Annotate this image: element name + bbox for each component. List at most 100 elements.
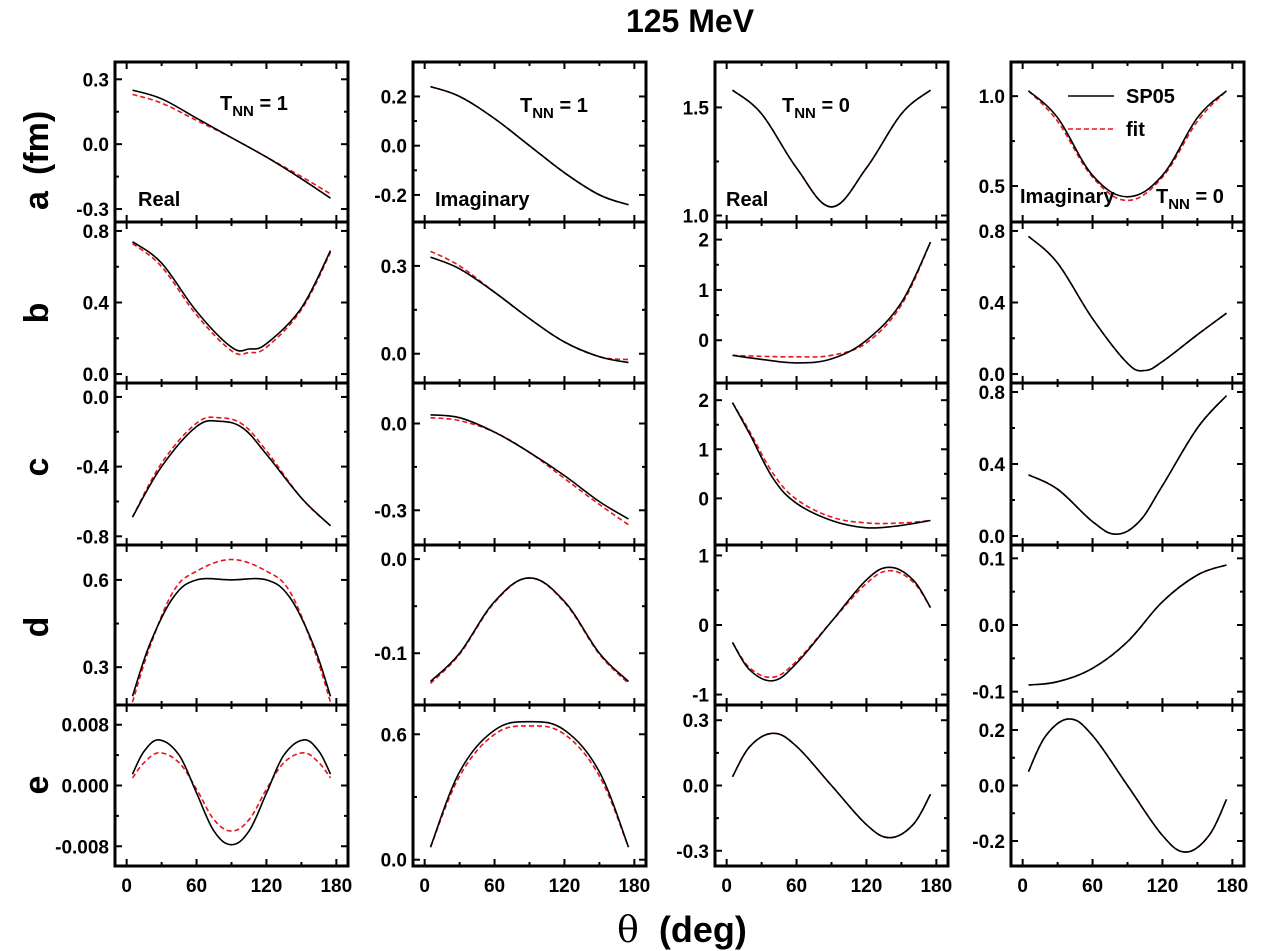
series-fit-r4c1 xyxy=(429,725,630,848)
series-sp05-r4c1 xyxy=(429,720,630,848)
y-tick-label-r1c3-2: 0.0 xyxy=(979,365,1005,386)
panel-frame-r4c1 xyxy=(411,703,648,868)
series-fit-r2c2 xyxy=(731,402,931,525)
annotation-type-col0: Real xyxy=(138,189,180,211)
y-tick-label-r4c1-0: 0.6 xyxy=(381,725,407,746)
y-tick-label-r1c2-0: 2 xyxy=(698,231,709,252)
series-sp05-r3c3 xyxy=(1028,564,1227,686)
y-tick-label-r2c0-1: -0.4 xyxy=(76,458,109,479)
annotation-tnn-col0: TNN = 1 xyxy=(220,93,288,120)
panel-frame-r1c3 xyxy=(1009,220,1246,385)
y-tick-label-r4c2-2: -0.3 xyxy=(676,842,709,863)
panel-r1c2: 2 1 0 xyxy=(698,220,950,385)
row-label-a-letter: a xyxy=(18,190,56,210)
y-tick-label-r2c0-2: -0.8 xyxy=(76,527,109,548)
series-sp05-r0c1 xyxy=(430,85,629,206)
panel-frame-r4c2 xyxy=(713,703,950,868)
y-tick-label-r3c0-1: 0.3 xyxy=(83,658,109,679)
y-tick-label-r4c1-1: 0.0 xyxy=(381,851,407,872)
series-sp05-r1c2 xyxy=(732,241,932,364)
y-tick-label-r2c1-0: 0.0 xyxy=(381,415,407,436)
panel-r2c2: 2 1 0 xyxy=(698,381,950,547)
row-label-e: e xyxy=(18,776,56,795)
annotation-tnn-col2: TNN = 0 xyxy=(782,95,850,122)
series-fit-r3c1 xyxy=(429,577,630,684)
series-fit-r1c3 xyxy=(1027,235,1227,372)
series-fit-r1c0 xyxy=(131,242,332,356)
series-fit-r2c0 xyxy=(131,416,332,527)
series-sp05-r3c0 xyxy=(131,577,332,697)
y-tick-label-r3c3-1: 0.0 xyxy=(979,616,1005,637)
panel-r3c1: 0.0 -0.1 xyxy=(374,543,648,707)
series-fit-r2c1 xyxy=(430,416,629,526)
series-sp05-r3c2 xyxy=(731,566,932,682)
y-tick-label-r1c0-2: 0.0 xyxy=(83,365,109,386)
y-tick-label-r4c3-2: -0.2 xyxy=(972,832,1005,853)
x-tick-label-r4c2-3: 180 xyxy=(920,876,952,897)
panel-frame-r4c0 xyxy=(113,703,350,868)
y-tick-label-r2c2-2: 0 xyxy=(698,489,709,510)
y-tick-label-r4c3-1: 0.0 xyxy=(979,777,1005,798)
y-tick-label-r3c3-2: -0.1 xyxy=(972,683,1005,704)
legend-label-sp05: SP05 xyxy=(1126,86,1175,108)
y-tick-label-r2c1-1: -0.3 xyxy=(374,501,407,522)
y-tick-label-r0c0-0: 0.3 xyxy=(83,70,109,91)
legend-label-fit: fit xyxy=(1126,119,1145,141)
y-tick-label-r2c0-0: 0.0 xyxy=(83,388,109,409)
panel-frame-r2c1 xyxy=(411,381,648,547)
series-sp05-r1c0 xyxy=(132,241,332,352)
series-fit-r0c3 xyxy=(1027,90,1228,202)
x-axis-unit: (deg) xyxy=(659,909,747,950)
y-tick-label-r0c1-1: 0.0 xyxy=(381,137,407,158)
y-tick-label-r0c3-0: 1.0 xyxy=(979,87,1005,108)
y-tick-label-r0c3-1: 0.5 xyxy=(979,177,1006,198)
y-tick-label-r0c0-2: -0.3 xyxy=(76,200,109,221)
series-fit-r3c2 xyxy=(731,569,932,679)
series-sp05-r2c0 xyxy=(131,419,332,527)
annotation-tnn-col1: TNN = 1 xyxy=(520,95,588,122)
panel-frame-r2c3 xyxy=(1009,381,1246,547)
series-sp05-r1c1 xyxy=(430,256,629,364)
y-tick-label-r1c3-1: 0.4 xyxy=(979,294,1006,315)
row-labels: a (fm) b c d e xyxy=(18,111,56,795)
y-tick-label-r1c1-0: 0.3 xyxy=(381,257,407,278)
x-tick-label-r4c2-0: 0 xyxy=(721,876,732,897)
panel-r3c0: 0.6 0.3 xyxy=(83,543,350,707)
annotation-type-col1: Imaginary xyxy=(435,189,530,211)
y-tick-label-r2c2-1: 1 xyxy=(698,440,709,461)
x-tick-label-r4c2-2: 120 xyxy=(851,876,883,897)
x-tick-label-r4c0-0: 0 xyxy=(121,876,132,897)
row-label-b: b xyxy=(18,303,56,324)
series-sp05-r2c3 xyxy=(1028,395,1228,536)
x-tick-label-r4c3-3: 180 xyxy=(1216,876,1248,897)
series-sp05-r2c2 xyxy=(731,402,931,529)
row-label-d: d xyxy=(18,617,56,638)
x-axis-label: θ (deg) xyxy=(617,909,747,951)
panel-r1c0: 0.8 0.4 0.0 xyxy=(83,220,350,386)
y-tick-label-r2c3-1: 0.4 xyxy=(979,455,1006,476)
panel-r2c1: 0.0 -0.3 xyxy=(374,381,648,547)
y-tick-label-r2c3-2: 0.0 xyxy=(979,527,1005,548)
series-sp05-r0c3 xyxy=(1027,90,1228,198)
series-fit-r1c2 xyxy=(732,241,932,358)
y-tick-label-r3c2-2: -1 xyxy=(692,686,709,707)
y-tick-label-r0c2-1: 1.0 xyxy=(683,207,709,228)
y-tick-label-r3c1-1: -0.1 xyxy=(374,644,407,665)
series-fit-r1c1 xyxy=(430,250,629,361)
panel-frame-r3c0 xyxy=(113,543,350,707)
x-tick-label-r4c3-2: 120 xyxy=(1147,876,1179,897)
x-tick-label-r4c1-1: 60 xyxy=(484,876,505,897)
y-tick-label-r4c2-1: 0.0 xyxy=(683,777,709,798)
panel-r0c2: 1.5 1.0 xyxy=(683,60,950,228)
annotation-tnn-col3: TNN = 0 xyxy=(1156,186,1224,213)
series-fit-r4c0 xyxy=(131,751,332,832)
y-tick-label-r4c2-0: 0.3 xyxy=(683,711,709,732)
panel-r4c0: 0.008 0.000 -0.008 0 60 120 180 xyxy=(55,703,352,897)
series-sp05-r2c1 xyxy=(430,414,629,520)
y-tick-label-r1c2-2: 0 xyxy=(698,331,709,352)
y-tick-label-r2c2-0: 2 xyxy=(698,391,709,412)
panel-r1c1: 0.3 0.0 xyxy=(381,220,648,385)
series-sp05-r1c3 xyxy=(1027,235,1227,372)
y-tick-label-r4c3-0: 0.2 xyxy=(979,721,1005,742)
